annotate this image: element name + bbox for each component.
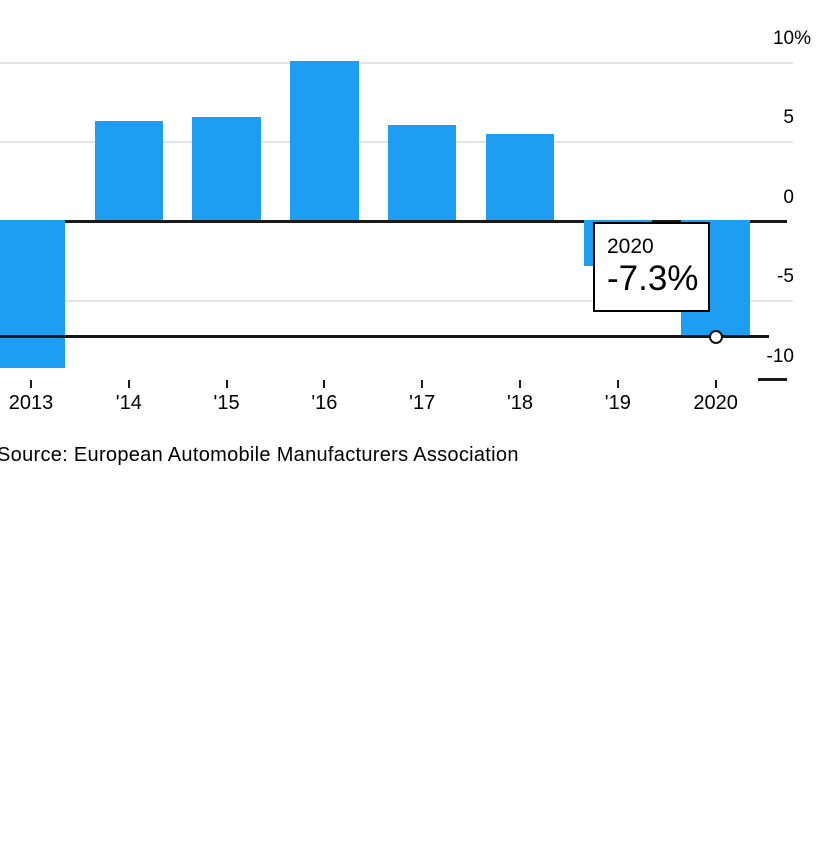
x-axis-label-'15: '15	[213, 392, 240, 414]
y-axis-label-5: 5	[783, 107, 794, 128]
x-axis-label-2020: 2020	[693, 392, 738, 414]
x-tick-'15	[225, 380, 228, 388]
x-axis-label-'19: '19	[604, 392, 631, 414]
y-axis-label-0: 0	[783, 186, 794, 208]
x-tick-'14	[127, 380, 130, 388]
hover-tracking-line	[0, 334, 769, 338]
bar-2013[interactable]	[0, 220, 66, 368]
x-axis-label-'16: '16	[311, 392, 338, 414]
y-axis-label-10%: 10%	[772, 27, 811, 49]
bar-'14[interactable]	[94, 121, 164, 220]
x-axis-label-2013: 2013	[8, 392, 54, 414]
bar-'16[interactable]	[290, 60, 359, 220]
x-tick-'18	[519, 380, 521, 388]
bar-'18[interactable]	[485, 134, 555, 220]
x-tick-'19	[616, 380, 619, 388]
x-axis-label-'17: '17	[409, 392, 436, 414]
x-axis-label-'14: '14	[115, 392, 142, 414]
x-tick-2013	[30, 380, 32, 388]
y-axis-label--10: -10	[766, 345, 794, 367]
hover-point-marker	[708, 330, 723, 345]
tooltip-value: -7.3%	[607, 259, 699, 298]
bar-'17[interactable]	[387, 124, 457, 220]
x-axis-label-'18: '18	[506, 392, 534, 414]
x-tick-'17	[421, 380, 424, 388]
gridline--5	[0, 300, 793, 302]
y-axis-label--5: -5	[777, 266, 794, 287]
gridline-10%	[0, 61, 793, 64]
y-axis-dash--10	[758, 378, 787, 381]
bar-'15[interactable]	[192, 116, 261, 220]
tooltip: 2020 -7.3%	[593, 222, 710, 312]
source-caption: Source: European Automobile Manufacturer…	[0, 444, 519, 466]
x-tick-2020	[714, 380, 717, 388]
zero-baseline	[0, 220, 787, 223]
x-tick-'16	[323, 380, 326, 388]
tooltip-year: 2020	[607, 235, 654, 258]
